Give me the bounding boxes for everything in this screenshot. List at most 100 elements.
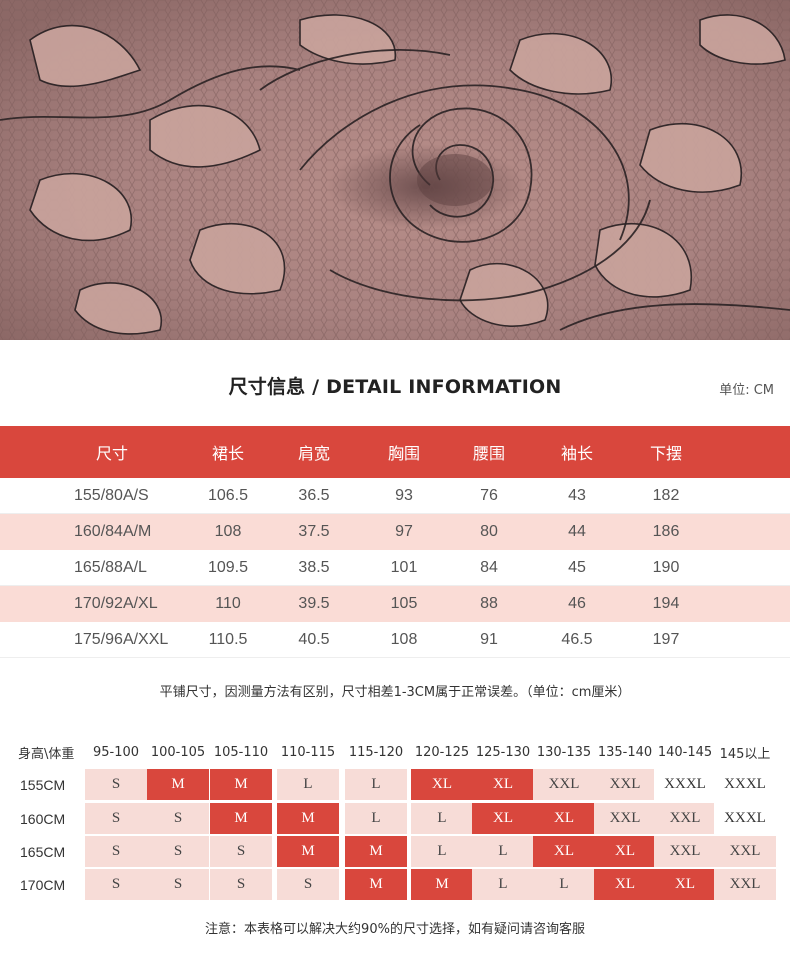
size-cell: XL [654,869,716,900]
size-label-cell: 160/84A/M [74,523,152,540]
size-cell: XXL [654,803,716,834]
weight-header: 115-120 [348,744,404,760]
size-cell: L [277,769,339,800]
measurement-cell: 80 [480,523,498,540]
weight-header: 140-145 [657,744,713,760]
size-cell: XXL [654,836,716,867]
measurement-cell: 39.5 [298,595,330,612]
table-header-row: 尺寸 裙长 肩宽 胸围 腰围 袖长 下摆 [0,426,790,478]
size-cell: L [411,836,473,867]
size-cell: XXXL [654,769,716,800]
size-cell: S [85,869,147,900]
size-cell: M [147,769,209,800]
size-cell: S [85,836,147,867]
measurement-cell: 91 [480,630,498,648]
measurement-cell: 97 [395,523,413,540]
size-cell: L [345,803,407,834]
measurement-cell: 194 [652,595,680,612]
header-hem: 下摆 [649,444,682,463]
header-dress-length: 裙长 [211,444,244,463]
weight-header: 120-125 [414,744,470,760]
weight-header: 130-135 [536,744,592,760]
header-sleeve: 袖长 [560,444,593,463]
size-cell: XL [594,836,656,867]
measurement-cell: 110.5 [208,630,248,648]
section-title: 尺寸信息 / DETAIL INFORMATION [228,376,562,398]
size-cell: S [210,836,272,867]
size-cell: M [277,836,339,867]
size-cell: L [472,836,534,867]
weight-header: 100-105 [150,744,206,760]
size-cell: L [533,869,595,900]
table-row: 155/80A/S 106.5 36.5 93 76 43 182 [0,478,790,514]
size-cell: S [210,869,272,900]
measurement-cell: 36.5 [298,486,330,504]
measurement-cell: 109.5 [207,558,249,576]
size-cell: XL [594,869,656,900]
header-waist: 腰围 [472,444,505,463]
header-size: 尺寸 [95,444,128,463]
footer-note: 注意：本表格可以解决大约90%的尺寸选择，如有疑问请咨询客服 [205,922,585,937]
weight-header: 95-100 [92,744,140,760]
weight-header: 125-130 [475,744,531,760]
size-cell: S [85,769,147,800]
unit-label: 单位: CM [719,383,774,398]
size-label-cell: 175/96A/XXL [74,630,169,648]
table-row: 175/96A/XXL 110.5 40.5 108 91 46.5 197 [0,622,790,658]
measurement-cell: 84 [480,558,498,576]
table-row: 160/84A/M 108 37.5 97 80 44 186 [0,514,790,550]
size-cell: S [277,869,339,900]
weight-header: 135-140 [597,744,653,760]
header-bust: 胸围 [387,444,420,463]
measurement-cell: 38.5 [298,558,330,576]
measurement-cell: 93 [395,486,413,504]
size-cell: M [210,769,272,800]
size-label-cell: 165/88A/L [74,558,147,576]
measurement-cell: 190 [652,558,680,576]
size-cell: L [345,769,407,800]
header-shoulder: 肩宽 [297,444,330,463]
measurement-cell: 40.5 [298,630,330,648]
measurement-cell: 88 [480,595,498,612]
measurement-note: 平铺尺寸，因测量方法有区别，尺寸相差1-3CM属于正常误差。（单位：cm厘米） [159,685,631,700]
measurement-cell: 186 [652,523,680,540]
measurement-cell: 76 [480,486,498,504]
height-label: 160CM [20,810,66,827]
size-cell: M [345,836,407,867]
measurement-cell: 101 [390,558,418,576]
size-cell: M [411,869,473,900]
size-cell: S [147,803,209,834]
measurement-cell: 45 [568,558,586,576]
size-cell: L [472,869,534,900]
weight-header: 105-110 [213,744,269,760]
measurement-cell: 108 [214,523,242,540]
table-row: 165/88A/L 109.5 38.5 101 84 45 190 [0,550,790,586]
size-label-cell: 170/92A/XL [74,595,158,612]
measurement-cell: 105 [390,595,418,612]
measurement-cell: 43 [568,486,586,504]
size-cell: XL [533,803,595,834]
size-cell: M [345,869,407,900]
size-cell: M [210,803,272,834]
size-cell: M [277,803,339,834]
size-cell: XXL [533,769,595,800]
size-measurement-table: 尺寸 裙长 肩宽 胸围 腰围 袖长 下摆 155/80A/S 106.5 36.5 9… [0,426,790,658]
size-cell: XXL [594,803,656,834]
size-label-cell: 155/80A/S [74,486,149,504]
size-cell: XL [533,836,595,867]
size-cell: L [411,803,473,834]
size-cell: XL [472,769,534,800]
measurement-cell: 197 [652,630,680,648]
grid-corner-label: 身高\体重 [18,746,75,762]
size-cell: S [85,803,147,834]
height-label: 170CM [20,876,66,893]
size-cell: S [147,869,209,900]
size-cell: XXL [594,769,656,800]
lace-fabric-photo [0,0,790,340]
measurement-cell: 44 [568,523,586,540]
size-cell: XXL [714,836,776,867]
measurement-cell: 46 [568,595,586,612]
table-row: 170/92A/XL 110 39.5 105 88 46 194 [0,586,790,622]
size-cell: XL [472,803,534,834]
measurement-cell: 110 [215,595,241,612]
